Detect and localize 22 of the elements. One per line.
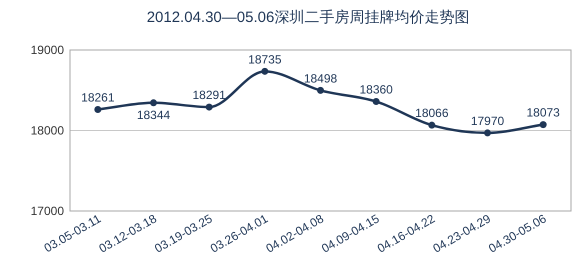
data-label: 17970 (470, 114, 505, 128)
point (372, 98, 380, 106)
data-label: 18344 (136, 108, 171, 122)
data-label: 18291 (192, 88, 226, 102)
point (261, 68, 268, 75)
data-label: 18498 (304, 71, 338, 86)
y-tick-label: 17000 (30, 204, 64, 218)
point (540, 121, 547, 128)
data-label: 18735 (248, 52, 282, 66)
data-label: 18073 (526, 106, 560, 120)
point (428, 122, 436, 129)
point (150, 99, 157, 106)
y-tick-label: 18000 (30, 124, 64, 138)
y-tick-label: 19000 (30, 43, 64, 57)
data-label: 18360 (359, 82, 394, 97)
point (206, 104, 213, 111)
chart-title: 2012.04.30—05.06深圳二手房周挂牌均价走势图 (146, 9, 470, 26)
point (317, 86, 324, 94)
data-label: 18261 (81, 90, 115, 104)
point (94, 106, 102, 113)
point (484, 129, 491, 136)
data-label: 18066 (415, 106, 449, 120)
